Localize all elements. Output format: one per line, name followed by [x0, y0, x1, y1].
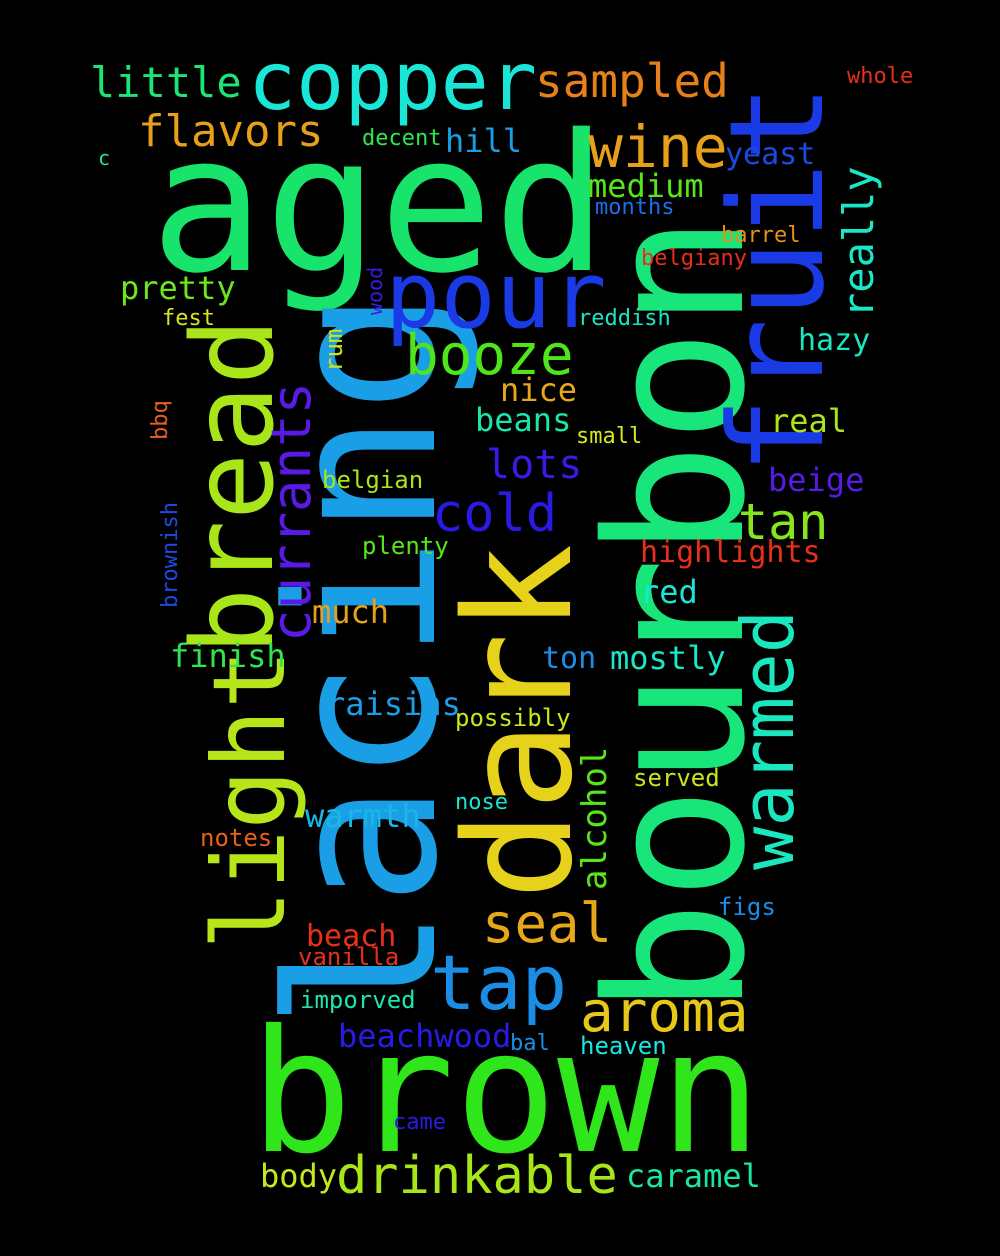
word-hill: hill	[445, 122, 523, 160]
word-body: body	[260, 1157, 338, 1195]
word-vanilla: vanilla	[298, 943, 400, 971]
word-sampled: sampled	[535, 54, 729, 108]
word-beach: beach	[306, 919, 397, 954]
word-beans: beans	[475, 401, 572, 439]
word-heaven: heaven	[580, 1032, 667, 1060]
word-little: little	[90, 58, 242, 107]
word-cold: cold	[432, 484, 558, 544]
word-light: light	[191, 648, 308, 950]
word-small: small	[576, 424, 643, 449]
word-caramel: caramel	[626, 1157, 761, 1195]
word-ton: ton	[542, 641, 597, 676]
word-bal: bal	[510, 1031, 550, 1056]
word-rum: rum	[320, 328, 348, 372]
word-plenty: plenty	[362, 532, 449, 560]
word-imporved: imporved	[300, 986, 416, 1014]
word-aged: aged	[150, 94, 608, 315]
word-tan: tan	[738, 493, 829, 551]
word-whole: whole	[847, 64, 914, 89]
word-medium: medium	[588, 167, 704, 205]
word-real: real	[770, 402, 848, 440]
word-drinkable: drinkable	[336, 1146, 618, 1206]
word-booze: booze	[405, 323, 574, 388]
word-pretty: pretty	[120, 269, 236, 307]
word-c: c	[98, 146, 111, 170]
word-nice: nice	[500, 371, 578, 409]
word-wood: wood	[363, 266, 387, 315]
word-yeast: yeast	[725, 137, 816, 172]
word-really: really	[834, 166, 883, 318]
word-bbq: bbq	[148, 400, 173, 440]
word-warmth: warmth	[305, 797, 421, 835]
word-warmed: warmed	[726, 609, 810, 870]
word-wine: wine	[588, 113, 728, 181]
word-alcohol: alcohol	[575, 746, 615, 890]
word-pour: pour	[385, 242, 607, 349]
word-figs: figs	[718, 893, 776, 921]
word-flavors: flavors	[138, 106, 324, 157]
word-finish: finish	[170, 637, 286, 675]
word-possibly: possibly	[455, 704, 571, 732]
word-much: much	[312, 593, 390, 631]
word-red: red	[640, 573, 698, 611]
word-served: served	[633, 764, 720, 792]
word-hazy: hazy	[798, 323, 871, 358]
word-fest: fest	[162, 306, 215, 331]
word-notes: notes	[200, 824, 273, 852]
word-barrel: barrel	[721, 223, 801, 248]
word-came: came	[393, 1110, 446, 1135]
word-brownish: brownish	[158, 502, 183, 608]
word-nose: nose	[455, 790, 508, 815]
word-mostly: mostly	[610, 639, 726, 677]
word-currants: currants	[260, 381, 323, 642]
word-belgiany: belgiany	[641, 246, 747, 271]
word-beige: beige	[768, 461, 865, 499]
word-beachwood: beachwood	[338, 1017, 512, 1055]
word-brown: brown	[250, 994, 762, 1192]
word-copper: copper	[248, 35, 537, 128]
word-raisins: raisins	[326, 685, 461, 723]
word-aroma: aroma	[580, 980, 749, 1045]
word-reddish: reddish	[578, 306, 671, 331]
word-months: months	[595, 195, 675, 220]
word-decent: decent	[362, 126, 442, 151]
word-highlights: highlights	[640, 535, 821, 570]
word-lots: lots	[486, 442, 583, 488]
word-seal: seal	[482, 892, 613, 955]
word-tap: tap	[430, 938, 568, 1027]
word-belgian: belgian	[322, 466, 424, 494]
